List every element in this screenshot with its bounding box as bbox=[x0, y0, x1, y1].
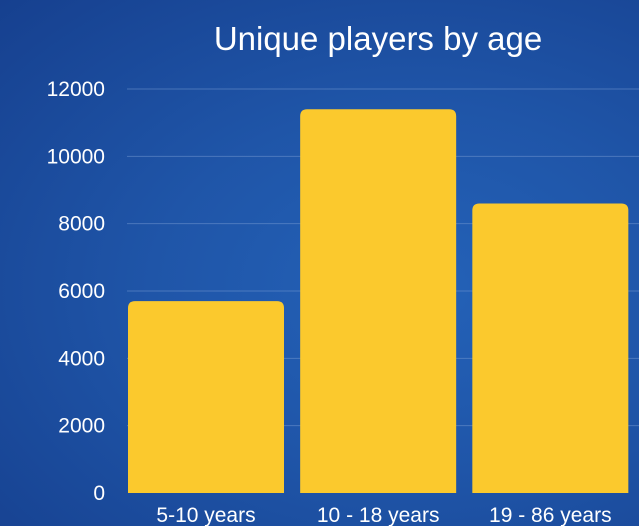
y-tick-label: 12000 bbox=[47, 78, 105, 101]
y-tick-label: 0 bbox=[93, 482, 105, 505]
x-category-label: 19 - 86 years bbox=[489, 504, 612, 526]
x-category-label: 10 - 18 years bbox=[317, 504, 440, 526]
bar bbox=[472, 203, 629, 493]
bar bbox=[300, 109, 457, 493]
y-tick-label: 4000 bbox=[58, 347, 105, 370]
chart-title: Unique players by age bbox=[214, 20, 542, 57]
y-tick-label: 8000 bbox=[58, 213, 105, 236]
x-category-label: 5-10 years bbox=[156, 504, 255, 526]
bar bbox=[128, 301, 284, 493]
y-tick-label: 10000 bbox=[47, 145, 105, 168]
y-axis-ticks: 0 2000 4000 6000 8000 10000 12000 bbox=[47, 78, 105, 505]
y-tick-label: 2000 bbox=[58, 415, 105, 438]
y-tick-label: 6000 bbox=[58, 280, 105, 303]
x-axis-categories: 5-10 years 10 - 18 years 19 - 86 years bbox=[156, 504, 611, 526]
bars bbox=[128, 109, 629, 493]
